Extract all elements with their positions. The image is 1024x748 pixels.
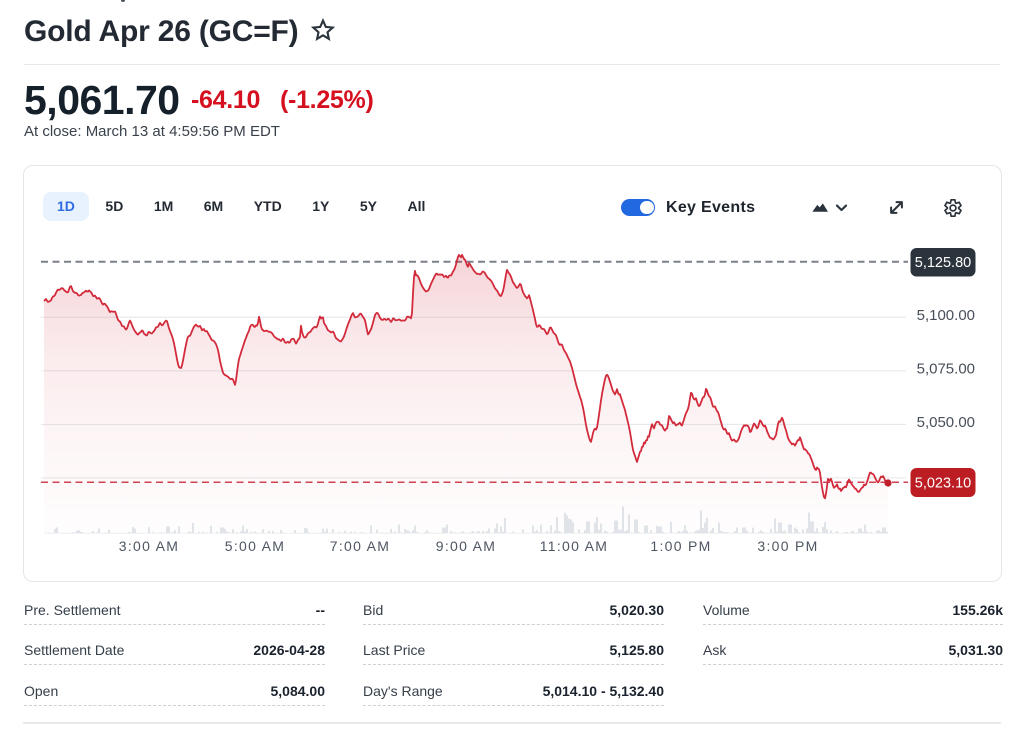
svg-text:3:00 AM: 3:00 AM bbox=[119, 538, 179, 554]
svg-text:9:00 AM: 9:00 AM bbox=[436, 538, 496, 554]
svg-text:5,075.00: 5,075.00 bbox=[917, 361, 975, 378]
svg-text:11:00 AM: 11:00 AM bbox=[540, 538, 609, 554]
svg-text:1:00 PM: 1:00 PM bbox=[650, 538, 711, 554]
svg-text:5,050.00: 5,050.00 bbox=[917, 414, 975, 431]
svg-text:5:00 AM: 5:00 AM bbox=[225, 538, 285, 554]
svg-text:5,100.00: 5,100.00 bbox=[917, 307, 975, 324]
svg-text:5,125.80: 5,125.80 bbox=[915, 255, 971, 271]
svg-text:5,023.10: 5,023.10 bbox=[915, 476, 971, 492]
svg-text:7:00 AM: 7:00 AM bbox=[330, 538, 390, 554]
svg-text:3:00 PM: 3:00 PM bbox=[757, 538, 818, 554]
